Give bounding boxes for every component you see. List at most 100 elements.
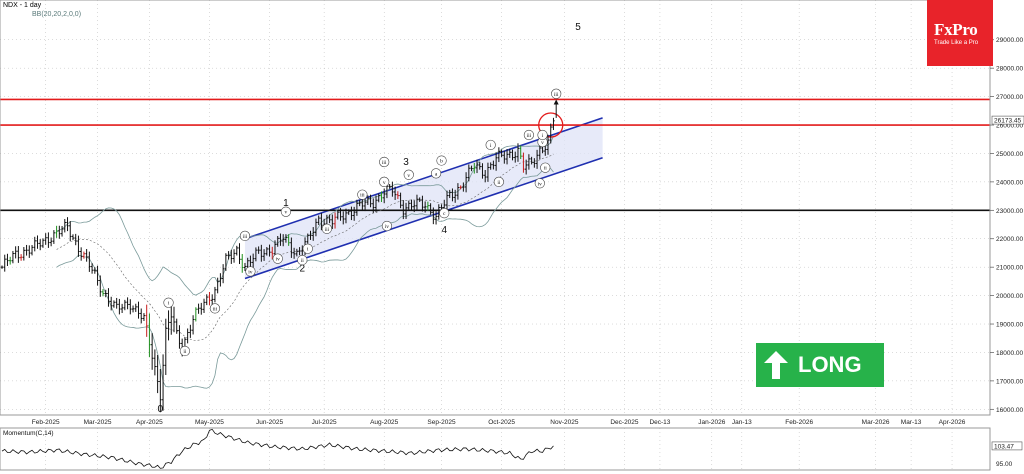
ohlc-bar [314, 218, 318, 237]
ohlc-bar [421, 195, 424, 212]
ohlc-bar [500, 149, 503, 158]
momentum-title: Momentum(C,14) [3, 430, 54, 437]
bollinger-lower-band [56, 168, 554, 389]
ohlc-bar [333, 212, 337, 229]
ohlc-bar [142, 313, 146, 321]
ohlc-bar [361, 197, 364, 212]
wave-label: 4 [441, 225, 447, 236]
wave-label-circle [297, 254, 308, 266]
wave-label: iii [554, 92, 559, 98]
momentum-last-label: 103.47 [994, 443, 1014, 450]
ohlc-bar [205, 294, 208, 306]
ohlc-bar [74, 233, 77, 246]
ohlc-bar [150, 333, 154, 370]
ohlc-bar [358, 199, 361, 207]
ohlc-bar [63, 218, 66, 233]
ohlc-bar [492, 160, 495, 170]
ohlc-bar [11, 250, 15, 264]
wave-label-circle [272, 253, 283, 264]
y-tick-label: 19000.00 [996, 322, 1023, 329]
up-arrow-icon [764, 351, 788, 379]
ohlc-bar [85, 248, 88, 262]
wave-label-circle [439, 208, 450, 219]
ohlc-bar [235, 245, 238, 256]
ohlc-bar [467, 164, 471, 182]
ohlc-bar [25, 244, 28, 256]
ohlc-bar [363, 196, 367, 212]
ohlc-bar [241, 253, 244, 273]
x-tick-label: Mar-13 [901, 419, 922, 426]
ohlc-bar [262, 249, 266, 261]
wave-label: v [285, 210, 288, 216]
trend-channel-fill [244, 117, 603, 279]
ohlc-bar [355, 199, 359, 216]
target-arrow-head [553, 99, 559, 105]
ohlc-bar [533, 158, 536, 168]
ohlc-bar [284, 234, 288, 243]
ohlc-bar [456, 183, 460, 200]
ohlc-bar [281, 234, 285, 247]
ohlc-bar [200, 302, 203, 315]
ohlc-bar [432, 207, 435, 225]
ohlc-bar [161, 354, 165, 411]
x-tick-label: Aug-2025 [370, 419, 399, 426]
x-tick-label: Apr-2025 [136, 419, 163, 426]
x-tick-label: Apr-2026 [939, 419, 966, 426]
ohlc-bar [524, 159, 528, 175]
y-tick-label: 22000.00 [996, 236, 1023, 243]
ohlc-bar [14, 246, 17, 259]
wave-label: ii [544, 166, 548, 172]
ohlc-bar [544, 144, 547, 156]
wave-label-circle [493, 176, 504, 187]
ohlc-bar [437, 204, 440, 220]
ohlc-bar [320, 213, 323, 231]
ohlc-bar [148, 313, 151, 358]
ohlc-bar [402, 200, 405, 220]
ohlc-bar [22, 247, 26, 261]
wave-label: i [542, 133, 544, 139]
wave-label: a [435, 171, 438, 177]
ohlc-bar [164, 318, 167, 375]
ohlc-bar [462, 182, 465, 192]
wave-label: iii [213, 306, 218, 312]
ohlc-bar [131, 305, 135, 313]
ohlc-bar [342, 211, 345, 225]
wave-label: 3 [403, 157, 409, 168]
ohlc-bar [170, 304, 173, 335]
wave-label: iii [360, 193, 365, 199]
ohlc-bar [88, 251, 91, 272]
ohlc-bar [413, 200, 416, 213]
ohlc-bar [391, 181, 394, 197]
x-tick-label: Sep-2025 [427, 419, 456, 426]
ohlc-bar [120, 303, 124, 313]
ohlc-bar [178, 325, 181, 349]
ohlc-bar [415, 194, 419, 211]
ohlc-bar [153, 349, 157, 376]
ohlc-bar [257, 246, 260, 254]
ohlc-bar [497, 147, 501, 163]
ohlc-bar [514, 151, 517, 163]
ohlc-bar [265, 247, 269, 256]
ohlc-bar [292, 247, 296, 259]
ohlc-bar [58, 225, 61, 239]
ohlc-bar [516, 143, 520, 162]
ohlc-bar [260, 244, 263, 262]
channel-upper-line [244, 117, 603, 240]
ohlc-bar [519, 145, 522, 160]
ohlc-bar [77, 235, 80, 257]
ohlc-bar [396, 191, 400, 200]
ohlc-bar [112, 300, 116, 308]
wave-label: v [541, 140, 544, 146]
wave-label: iii [527, 133, 532, 139]
y-tick-label: 29000.00 [996, 37, 1023, 44]
wave-label: iv [276, 257, 281, 263]
wave-label: ii [183, 349, 187, 355]
ohlc-bar [484, 169, 487, 183]
ohlc-bar [486, 162, 490, 182]
ohlc-bar [6, 253, 9, 267]
y-tick-label: 24000.00 [996, 179, 1023, 186]
wave-label-circle [381, 220, 393, 232]
ohlc-bar [194, 307, 198, 322]
